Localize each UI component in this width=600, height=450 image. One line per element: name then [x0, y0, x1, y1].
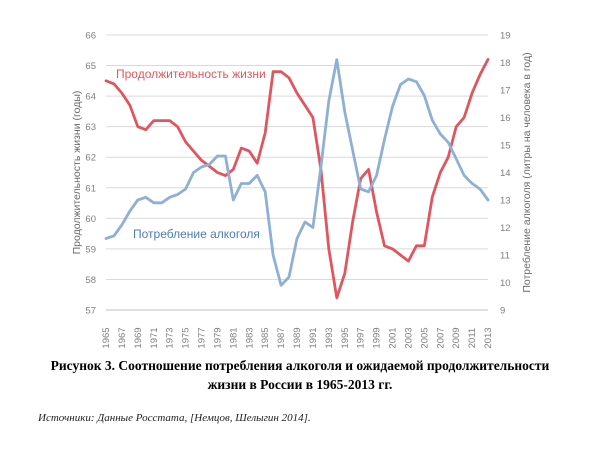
right-tick-label: 19 [500, 31, 511, 42]
caption-line-1: Рисунок 3. Соотношение потребления алког… [50, 358, 550, 373]
x-tick-label: 1999 [372, 327, 383, 348]
x-tick-label: 1971 [149, 327, 160, 348]
x-tick-label: 2005 [419, 327, 430, 348]
right-tick-label: 11 [500, 251, 510, 262]
left-tick-label: 60 [85, 214, 96, 225]
x-tick-label: 1995 [340, 327, 351, 348]
caption-line-2: жизни в России в 1965-2013 гг. [207, 377, 393, 392]
x-axis-ticks: 1965 1967 1969 1971 1973 1975 1977 1979 1981 1983… [101, 327, 494, 348]
left-tick-label: 62 [85, 153, 96, 164]
right-tick-label: 14 [500, 168, 511, 179]
gridlines [106, 34, 488, 311]
x-tick-label: 1983 [244, 327, 255, 348]
right-tick-label: 17 [500, 86, 511, 97]
left-tick-label: 66 [85, 31, 96, 42]
x-tick-label: 2001 [388, 327, 399, 348]
source-note: Источники: Данные Росстата, [Немцов, Шел… [38, 412, 311, 424]
right-axis-ticks: 9 10 11 12 13 14 15 16 17 18 19 [500, 31, 511, 317]
right-tick-label: 12 [500, 223, 511, 234]
right-tick-label: 15 [500, 141, 511, 152]
left-tick-label: 63 [85, 122, 96, 133]
series-line-life-expectancy [104, 58, 490, 300]
x-tick-label: 1987 [276, 327, 287, 348]
right-axis-title: Потребление алкоголя (литры на человека … [521, 52, 533, 292]
series-label-alcohol: Потребление алкоголя [133, 227, 260, 241]
figure-caption: Рисунок 3. Соотношение потребления алког… [0, 356, 600, 394]
series-label-life-expectancy: Продолжительность жизни [116, 67, 266, 81]
x-tick-label: 2013 [483, 327, 494, 348]
x-tick-label: 1989 [292, 327, 303, 348]
left-tick-label: 57 [85, 306, 96, 317]
right-tick-label: 16 [500, 113, 511, 124]
right-tick-label: 18 [500, 58, 511, 69]
x-tick-label: 1969 [133, 327, 144, 348]
x-tick-label: 2011 [467, 328, 478, 348]
x-tick-label: 1991 [308, 327, 319, 348]
x-tick-label: 2007 [435, 327, 446, 348]
x-tick-label: 1979 [212, 327, 223, 348]
series-line-alcohol [104, 58, 490, 287]
x-tick-label: 1977 [197, 327, 208, 348]
x-tick-label: 1993 [324, 327, 335, 348]
left-tick-label: 58 [85, 275, 96, 286]
x-tick-label: 1973 [165, 327, 176, 348]
x-tick-label: 1967 [117, 327, 128, 348]
right-tick-label: 13 [500, 196, 511, 207]
left-tick-label: 59 [85, 244, 96, 255]
right-tick-label: 9 [500, 306, 505, 317]
series-lines [104, 58, 490, 300]
left-axis-ticks: 57 58 59 60 61 62 63 64 65 66 [85, 31, 96, 317]
x-tick-label: 1981 [228, 327, 239, 348]
x-tick-label: 2009 [451, 327, 462, 348]
left-tick-label: 61 [85, 183, 96, 194]
left-tick-label: 65 [85, 61, 96, 72]
left-tick-label: 64 [85, 92, 96, 103]
right-tick-label: 10 [500, 278, 511, 289]
x-tick-label: 1997 [356, 327, 367, 348]
dual-axis-line-chart: 57 58 59 60 61 62 63 64 65 66 9 10 11 12 13 14 15 16 17 18… [71, 31, 533, 349]
x-tick-label: 1965 [101, 327, 112, 348]
x-tick-label: 1975 [181, 327, 192, 348]
x-tick-label: 2003 [403, 327, 414, 348]
left-axis-title: Продолжительность жизни (годы) [71, 91, 83, 255]
x-tick-label: 1985 [260, 327, 271, 348]
